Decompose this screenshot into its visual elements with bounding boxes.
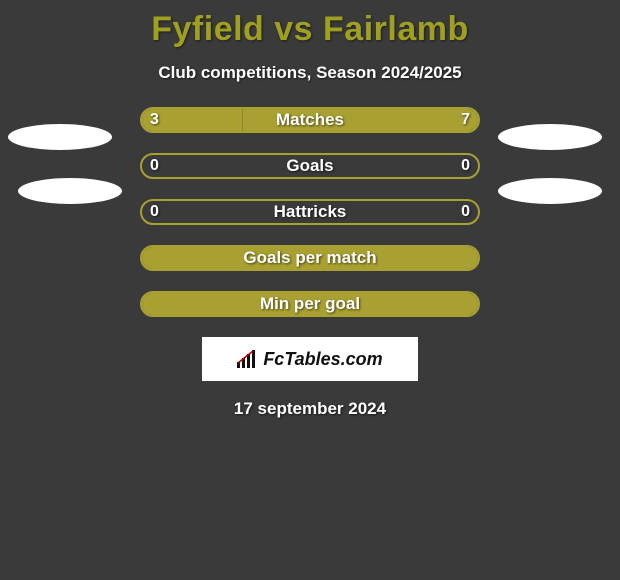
bar-track [140, 199, 480, 225]
bar-right-segment [243, 109, 478, 131]
left-value: 0 [150, 153, 159, 179]
bar-track [140, 153, 480, 179]
bar-left-segment [142, 247, 478, 269]
right-value: 0 [461, 199, 470, 225]
bar-track [140, 245, 480, 271]
subtitle: Club competitions, Season 2024/2025 [0, 63, 620, 83]
page-title: Fyfield vs Fairlamb [0, 0, 620, 49]
row-min-per-goal: Min per goal [0, 291, 620, 319]
left-value: 3 [150, 107, 159, 133]
row-matches: 3 7 Matches [0, 107, 620, 135]
bar-left-segment [142, 293, 478, 315]
comparison-chart: 3 7 Matches 0 0 Goals 0 0 Hattricks Goal… [0, 107, 620, 319]
right-value: 0 [461, 153, 470, 179]
row-hattricks: 0 0 Hattricks [0, 199, 620, 227]
logo-label: FcTables.com [263, 349, 382, 370]
left-value: 0 [150, 199, 159, 225]
bar-track [140, 291, 480, 317]
logo-text: FcTables.com [237, 349, 382, 370]
fctables-logo: FcTables.com [202, 337, 418, 381]
row-goals: 0 0 Goals [0, 153, 620, 181]
row-goals-per-match: Goals per match [0, 245, 620, 273]
bars-icon [237, 350, 259, 368]
date-label: 17 september 2024 [0, 399, 620, 419]
bar-track [140, 107, 480, 133]
right-value: 7 [461, 107, 470, 133]
